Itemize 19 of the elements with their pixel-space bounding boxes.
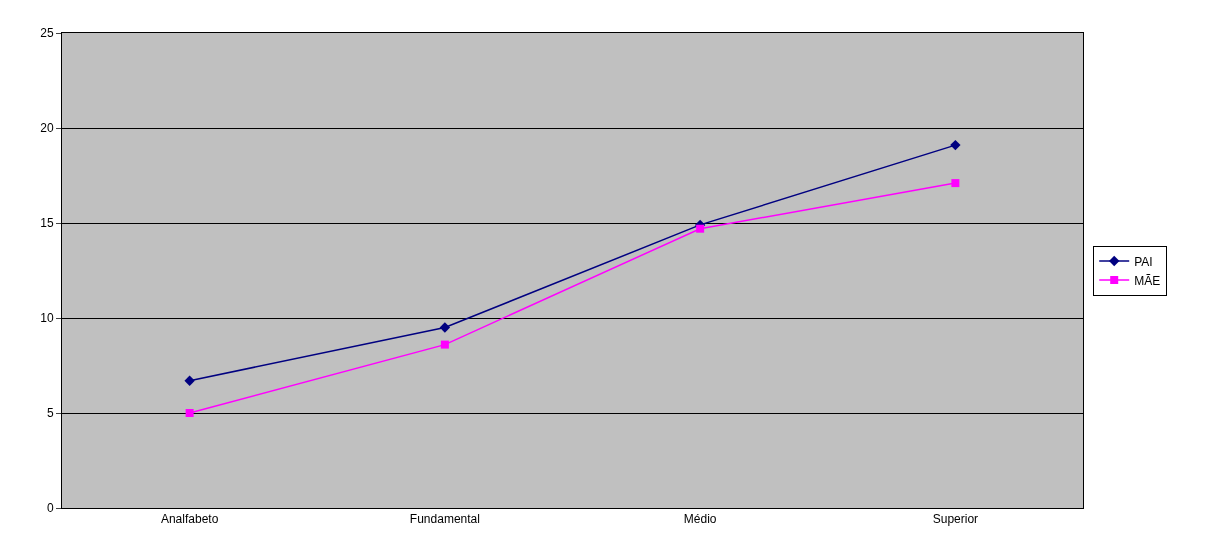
legend-label: MÃE bbox=[1134, 273, 1161, 288]
x-tick-label: Médio bbox=[683, 512, 717, 527]
point bbox=[185, 409, 194, 417]
y-tick-label: 20 bbox=[40, 121, 54, 136]
point bbox=[184, 375, 195, 386]
y-tick-label: 0 bbox=[46, 501, 54, 516]
point bbox=[696, 224, 705, 233]
x-tick-label: Superior bbox=[932, 512, 979, 527]
x-tick-label: Fundamental bbox=[409, 512, 480, 527]
y-tick-label: 15 bbox=[40, 216, 54, 231]
y-tick-label: 5 bbox=[46, 406, 54, 421]
legend-label: PAI bbox=[1134, 254, 1153, 269]
point bbox=[950, 139, 961, 151]
y-tick-label: 25 bbox=[40, 26, 54, 41]
x-tick-label: Analfabeto bbox=[160, 512, 219, 527]
point bbox=[439, 322, 451, 333]
point bbox=[951, 179, 960, 188]
point bbox=[440, 340, 449, 349]
y-tick-label: 10 bbox=[40, 311, 54, 326]
